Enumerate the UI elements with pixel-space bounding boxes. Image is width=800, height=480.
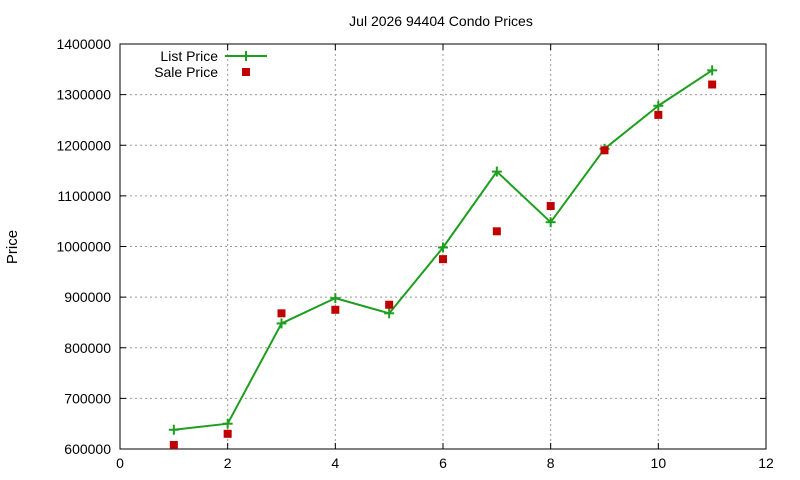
y-tick-label: 900000: [64, 289, 111, 305]
sale-price-point: [277, 309, 286, 318]
list-price-point: [491, 166, 502, 177]
legend-plus-marker: [241, 51, 251, 61]
y-tick-label: 600000: [64, 441, 111, 457]
sale-price-point: [492, 227, 501, 236]
sale-price-point: [385, 300, 394, 309]
legend-label: Sale Price: [154, 64, 218, 80]
list-price-point: [330, 293, 341, 304]
tick-labels: 0 2 4 6 8 10 12 600000 700000 800000 900000 1000000…: [56, 36, 774, 471]
y-tick-label: 1200000: [56, 137, 111, 153]
chart-title: Jul 2026 94404 Condo Prices: [349, 13, 533, 29]
plot-area-frame: [119, 43, 767, 450]
list-price-point: [384, 308, 395, 319]
x-tick-label: 10: [651, 455, 667, 471]
legend-label: List Price: [160, 48, 218, 64]
list-price-point: [276, 318, 287, 329]
list-price-point: [438, 242, 448, 253]
sale-price-point: [600, 146, 609, 155]
list-price-point: [545, 217, 556, 228]
y-tick-label: 800000: [64, 340, 111, 356]
x-tick-label: 0: [116, 455, 124, 471]
sale-price-point: [654, 110, 663, 119]
y-tick-label: 700000: [64, 390, 111, 406]
sale-price-point: [708, 80, 717, 89]
y-axis-label: Price: [4, 230, 21, 264]
list-price-point: [168, 424, 179, 435]
list-price-point: [653, 100, 664, 111]
y-tick-label: 1300000: [56, 87, 111, 103]
sale-price-point: [331, 305, 340, 314]
sale-price-point: [169, 440, 178, 449]
sale-price-point: [223, 429, 232, 438]
x-tick-label: 6: [439, 455, 447, 471]
y-tick-label: 1000000: [56, 239, 111, 255]
legend-square-marker: [242, 68, 250, 76]
x-tick-label: 12: [758, 455, 774, 471]
list-price-point: [222, 418, 233, 429]
sale-price-point: [546, 202, 555, 210]
y-tick-label: 1100000: [58, 188, 112, 204]
x-tick-label: 2: [224, 455, 232, 471]
x-tick-label: 4: [331, 455, 339, 471]
list-price-point: [707, 65, 718, 76]
x-tick-label: 8: [547, 455, 555, 471]
sale-price-point: [439, 255, 447, 264]
y-tick-label: 1400000: [56, 36, 111, 52]
series-layer: [168, 65, 718, 449]
